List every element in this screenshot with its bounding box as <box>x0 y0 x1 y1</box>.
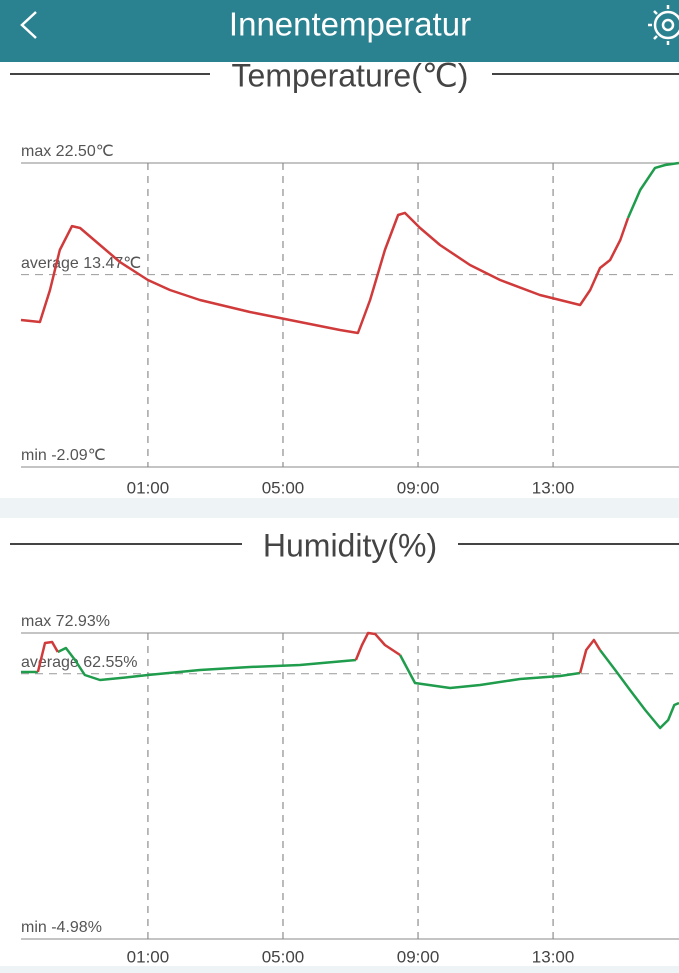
x-tick-label: 13:00 <box>532 478 575 497</box>
y-tick-label: max 22.50℃ <box>21 143 114 160</box>
settings-button[interactable] <box>648 5 679 45</box>
x-tick-label: 09:00 <box>397 947 440 966</box>
data-line <box>21 646 679 730</box>
x-tick-label: 09:00 <box>397 478 440 497</box>
section-divider <box>0 966 679 973</box>
x-tick-label: 05:00 <box>262 947 305 966</box>
x-tick-label: 05:00 <box>262 478 305 497</box>
back-button[interactable] <box>20 11 37 39</box>
y-tick-label: average 13.47℃ <box>21 255 141 272</box>
chart-title: Humidity(%) <box>263 527 437 563</box>
y-tick-label: average 62.55% <box>21 654 138 671</box>
x-tick-label: 01:00 <box>127 947 170 966</box>
y-tick-label: min -2.09℃ <box>21 447 106 464</box>
x-tick-label: 01:00 <box>127 478 170 497</box>
header-bar <box>0 0 679 62</box>
y-tick-label: max 72.93% <box>21 613 110 630</box>
y-tick-label: min -4.98% <box>21 919 102 936</box>
data-line <box>20 211 630 335</box>
chart-title: Temperature(℃) <box>232 57 469 93</box>
data-line <box>36 631 602 674</box>
data-line <box>626 161 679 219</box>
section-divider <box>0 498 679 518</box>
x-tick-label: 13:00 <box>532 947 575 966</box>
header-title: Innentemperatur <box>229 6 471 43</box>
